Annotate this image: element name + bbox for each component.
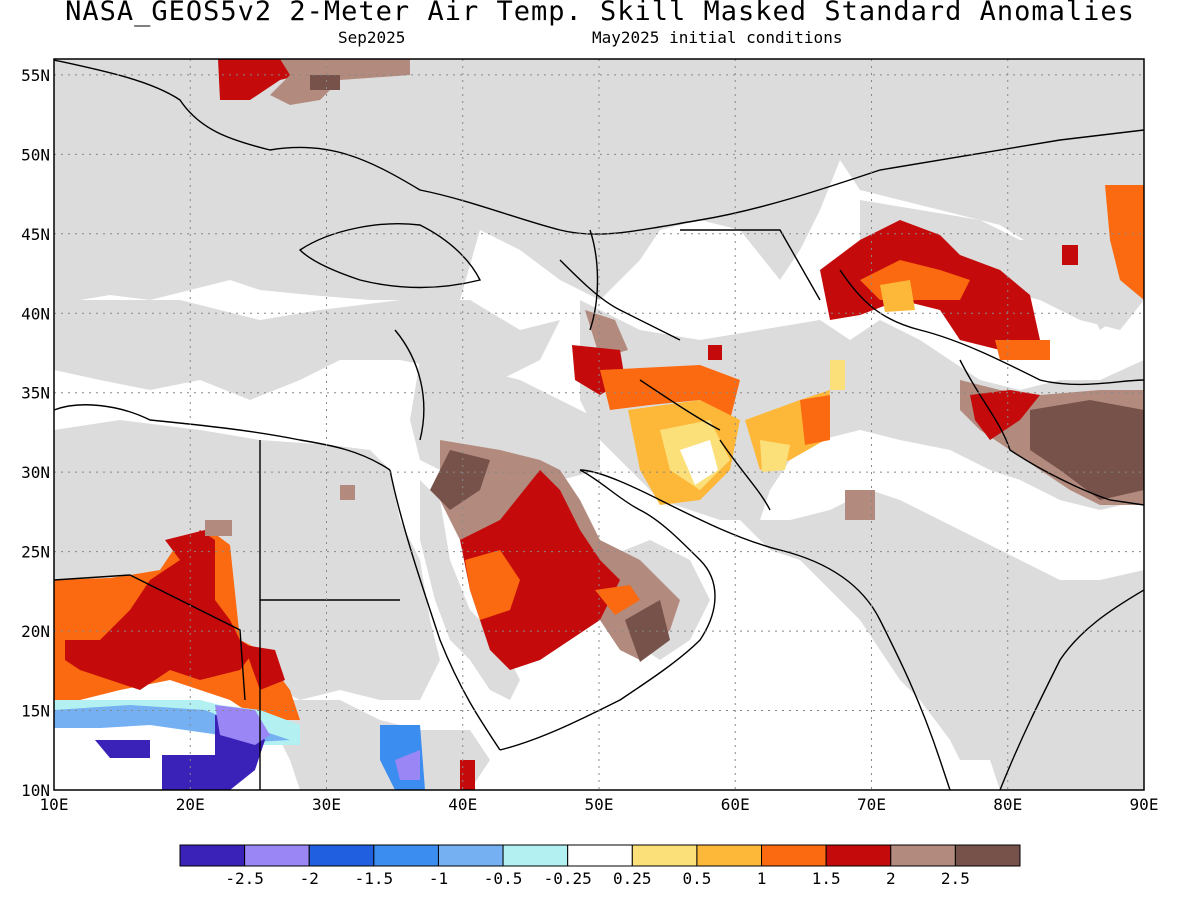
colorbar-swatch	[437, 844, 504, 867]
colorbar-swatch	[631, 844, 698, 867]
longitude-label: 70E	[857, 795, 886, 814]
colorbar-label: -0.25	[544, 869, 592, 888]
colorbar-label: -2.5	[225, 869, 264, 888]
grid-lines	[54, 59, 1144, 790]
latitude-label: 35N	[21, 384, 50, 403]
colorbar-swatch	[825, 844, 892, 867]
colorbar-label: 0.25	[613, 869, 652, 888]
colorbar-label: 1	[757, 869, 767, 888]
colorbar-swatch	[890, 844, 956, 867]
colorbar-swatch	[567, 844, 633, 867]
latitude-label: 40N	[21, 304, 50, 323]
colorbar-label: 0.5	[682, 869, 711, 888]
coastlines	[54, 59, 1144, 790]
latitude-label: 10N	[21, 781, 50, 800]
map-title: NASA_GEOS5v2 2-Meter Air Temp. Skill Mas…	[65, 0, 1135, 27]
latitude-label: 15N	[21, 702, 50, 721]
colorbar-swatch	[696, 844, 763, 867]
latitude-label: 30N	[21, 463, 50, 482]
latitude-label: 25N	[21, 543, 50, 562]
latitude-axis: 10N 15N 20N 25N 30N 35N 40N 45N 50N 55N	[21, 66, 50, 800]
latitude-label: 50N	[21, 145, 50, 164]
colorbar-swatch	[244, 844, 310, 867]
colorbar-label: 1.5	[812, 869, 841, 888]
colorbar-label: -2	[300, 869, 319, 888]
initial-conditions: May2025 initial conditions	[592, 28, 843, 47]
latitude-label: 55N	[21, 66, 50, 85]
colorbar-label: 2	[886, 869, 896, 888]
colorbar-label: -1	[429, 869, 448, 888]
anomaly-patches	[54, 59, 1144, 790]
colorbar-swatch	[761, 844, 827, 867]
longitude-label: 10E	[40, 795, 69, 814]
colorbar-swatch	[179, 844, 246, 867]
latitude-label: 20N	[21, 622, 50, 641]
colorbar-label: -1.5	[355, 869, 394, 888]
colorbar-swatch	[954, 844, 1021, 867]
colorbar-swatch	[373, 844, 439, 867]
colorbar-legend: -2.5 -2 -1.5 -1 -0.5 -0.25 0.25 0.5 1 1.5 2 2.5	[179, 844, 1021, 888]
colorbar-label: 2.5	[941, 869, 970, 888]
longitude-label: 20E	[176, 795, 205, 814]
colorbar-swatch	[502, 844, 569, 867]
longitude-label: 80E	[993, 795, 1022, 814]
latitude-label: 45N	[21, 225, 50, 244]
longitude-axis: 10E 20E 30E 40E 50E 60E 70E 80E 90E	[40, 795, 1159, 814]
negative-anomaly-patches	[54, 700, 425, 790]
longitude-label: 40E	[448, 795, 477, 814]
map-frame	[53, 58, 1145, 791]
longitude-label: 30E	[312, 795, 341, 814]
colorbar-label: -0.5	[484, 869, 523, 888]
colorbar-swatch	[308, 844, 375, 867]
longitude-label: 90E	[1130, 795, 1159, 814]
longitude-label: 60E	[721, 795, 750, 814]
longitude-label: 50E	[585, 795, 614, 814]
forecast-month: Sep2025	[338, 28, 406, 47]
